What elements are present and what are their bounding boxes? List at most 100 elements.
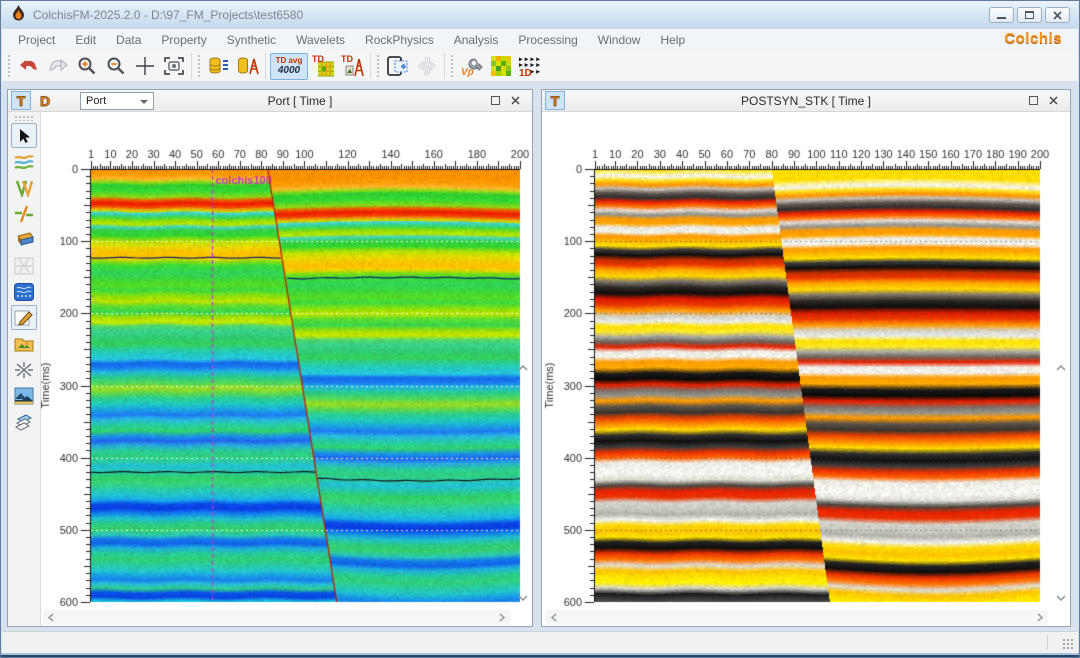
postsyn-panel-close-button[interactable]	[1047, 94, 1060, 107]
time-mode-button[interactable]: T	[11, 91, 31, 110]
vp-tools-button[interactable]: Vp	[458, 53, 485, 80]
seismic-grid-tool-button[interactable]	[11, 279, 37, 304]
td-average-value: 4000	[278, 66, 300, 76]
scroll-left-icon[interactable]	[548, 612, 560, 623]
menu-wavelets[interactable]: Wavelets	[286, 29, 355, 51]
colchis-logo: Colchis	[1004, 30, 1062, 47]
postsyn-seismic-plot[interactable]	[542, 112, 1070, 626]
background-image-tool-button[interactable]	[11, 383, 37, 408]
close-icon	[1053, 11, 1062, 20]
td-average-button[interactable]: TD avg 4000	[270, 53, 308, 80]
seismic-grid-icon	[14, 283, 34, 301]
wiggle-display-button[interactable]	[413, 53, 440, 80]
fault-segments-tool-button[interactable]	[11, 357, 37, 382]
oned-label: 1D	[519, 68, 532, 79]
layers-tool-button[interactable]	[11, 409, 37, 434]
menu-window[interactable]: Window	[588, 29, 651, 51]
colormap-button[interactable]	[487, 53, 514, 80]
well-load-button[interactable]	[234, 53, 261, 80]
crosshair-icon	[135, 56, 155, 76]
resize-grip-icon[interactable]	[1062, 638, 1074, 650]
postsyn-panel-body	[542, 112, 1070, 626]
maximize-icon	[1025, 11, 1034, 19]
menu-data[interactable]: Data	[106, 29, 151, 51]
horizons-tool-button[interactable]	[11, 149, 37, 174]
fault-icon	[14, 205, 34, 223]
oned-modeling-button[interactable]: 1D	[516, 53, 543, 80]
new-view-button[interactable]	[384, 53, 411, 80]
menu-edit[interactable]: Edit	[65, 29, 106, 51]
model-block-icon	[14, 231, 34, 249]
zoom-in-button[interactable]	[73, 53, 100, 80]
menu-project[interactable]: Project	[8, 29, 65, 51]
port-seismic-plot[interactable]	[41, 112, 532, 626]
vp-label: Vp	[461, 67, 474, 78]
menu-analysis[interactable]: Analysis	[444, 29, 509, 51]
crosshair-button[interactable]	[131, 53, 158, 80]
menu-bar: Project Edit Data Property Synthetic Wav…	[2, 29, 1078, 51]
port-panel-close-button[interactable]	[509, 94, 522, 107]
fault-grid-icon	[14, 257, 34, 275]
wiggle-icon	[14, 179, 34, 197]
close-button[interactable]	[1045, 7, 1070, 23]
undo-button[interactable]	[15, 53, 42, 80]
port-panel-body	[8, 112, 532, 626]
toolbar-drag-handle	[7, 54, 12, 78]
postsyn-panel-maximize-button[interactable]	[1029, 96, 1038, 105]
menu-rockphysics[interactable]: RockPhysics	[355, 29, 444, 51]
layers-icon	[14, 413, 34, 431]
postsyn-panel: T POSTSYN_STK [ Time ]	[541, 89, 1071, 627]
title-bar[interactable]: ColchisFM-2025.2.0 - D:\97_FM_Projects\t…	[2, 1, 1078, 29]
tool-sidebar	[8, 112, 41, 626]
scroll-down-icon[interactable]	[516, 592, 530, 604]
horizontal-scrollbar[interactable]	[546, 610, 1048, 625]
redo-button[interactable]	[44, 53, 71, 80]
folder-image-icon	[14, 335, 34, 353]
toolbar-separator	[370, 53, 371, 79]
postsyn-panel-title: POSTSYN_STK [ Time ]	[602, 90, 1010, 112]
toolbar-separator	[265, 53, 266, 79]
scroll-up-icon[interactable]	[516, 362, 530, 374]
wiggle-tool-button[interactable]	[11, 175, 37, 200]
menu-synthetic[interactable]: Synthetic	[217, 29, 286, 51]
scroll-down-icon[interactable]	[1054, 592, 1068, 604]
menu-processing[interactable]: Processing	[508, 29, 587, 51]
scroll-right-icon[interactable]	[1034, 612, 1046, 623]
close-icon	[1047, 94, 1060, 107]
status-bar	[2, 631, 1078, 653]
td-grid-button[interactable]: TD	[310, 53, 337, 80]
depth-mode-button[interactable]: D	[35, 91, 55, 110]
menu-property[interactable]: Property	[151, 29, 216, 51]
scroll-left-icon[interactable]	[45, 612, 57, 623]
scroll-right-icon[interactable]	[496, 612, 508, 623]
edit-tool-button[interactable]	[11, 305, 37, 330]
open-image-folder-button[interactable]	[11, 331, 37, 356]
window-title: ColchisFM-2025.2.0 - D:\97_FM_Projects\t…	[33, 8, 303, 22]
fault-tool-button[interactable]	[11, 201, 37, 226]
time-mode-button[interactable]: T	[545, 91, 565, 110]
toolbar: TD avg 4000 TD TD	[2, 51, 1078, 82]
port-dropdown-value: Port	[86, 95, 106, 107]
fault-grid-tool-button[interactable]	[11, 253, 37, 278]
postsyn-panel-titlebar[interactable]: T POSTSYN_STK [ Time ]	[542, 90, 1070, 112]
model-block-tool-button[interactable]	[11, 227, 37, 252]
toolbar-drag-handle	[450, 54, 455, 78]
snapshot-button[interactable]	[160, 53, 187, 80]
zoom-out-button[interactable]	[102, 53, 129, 80]
menu-help[interactable]: Help	[650, 29, 695, 51]
td-well-button[interactable]: TD	[339, 53, 366, 80]
well-load-icon	[237, 56, 259, 76]
workspace: T D Port Port [ Time ]	[2, 82, 1078, 631]
horizontal-scrollbar[interactable]	[43, 610, 510, 625]
maximize-button[interactable]	[1017, 7, 1042, 23]
minimize-button[interactable]	[989, 7, 1014, 23]
toolbar-separator	[444, 53, 445, 79]
scroll-up-icon[interactable]	[1054, 362, 1068, 374]
undo-icon	[18, 56, 40, 76]
pointer-tool-button[interactable]	[11, 123, 37, 148]
port-panel-maximize-button[interactable]	[491, 96, 500, 105]
well-database-button[interactable]	[205, 53, 232, 80]
port-panel-titlebar[interactable]: T D Port Port [ Time ]	[8, 90, 532, 112]
zoom-in-icon	[77, 56, 97, 76]
wiggle-display-icon	[415, 56, 439, 76]
